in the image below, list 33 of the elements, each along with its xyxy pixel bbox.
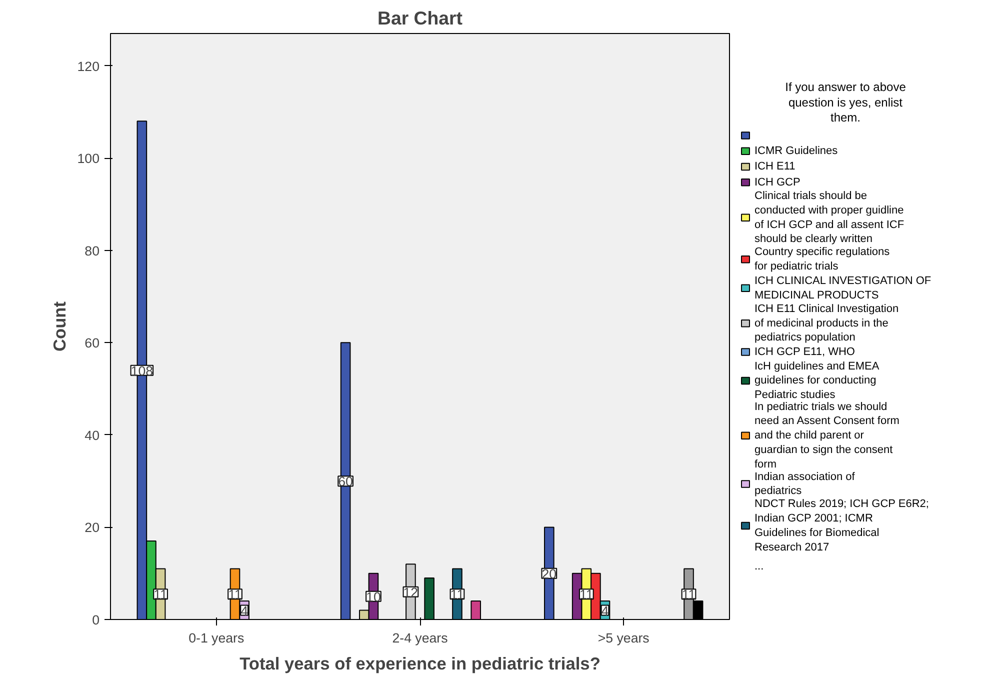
- chart-title: Bar Chart: [377, 8, 463, 28]
- y-tick-label: 80: [84, 243, 100, 258]
- legend-label: ICH GCP: [754, 176, 800, 188]
- data-label: 12: [403, 584, 418, 600]
- data-label: 10: [366, 589, 381, 604]
- legend-label: ICH CLINICAL INVESTIGATION OF MEDICINAL PRODUCTS: [754, 274, 932, 302]
- y-tick-label: 0: [92, 612, 100, 628]
- bar: [424, 577, 434, 620]
- legend-label: Indian association of pediatrics: [754, 470, 856, 498]
- legend-label: ICH E11 Clinical Investigation of medicinal products in the pediatrics population: [754, 302, 899, 344]
- text: ...: [754, 560, 764, 573]
- legend-label: Country specific regulations for pediatric trials: [754, 246, 890, 273]
- bar: [470, 600, 481, 620]
- bar: [340, 342, 351, 620]
- legend-label: IcH guidelines and EMEA guidelines for conducting Pediatric studies: [754, 360, 880, 402]
- y-tick-label: 20: [84, 520, 100, 536]
- legend-label: ICH GCP E11, WHO: [754, 346, 856, 358]
- y-axis-title: Count: [49, 301, 70, 352]
- y-tick-label: 40: [84, 428, 100, 443]
- legend-title: If you answer to above question is yes, enlist them.: [785, 80, 906, 125]
- y-tick-label: 60: [84, 336, 100, 351]
- legend-label: In pediatric trials we should need an Assent Consent form and the child parent or guardian to sign the consent form: [754, 400, 900, 470]
- legend-label: ICH E11: [754, 160, 796, 173]
- x-tick-label: 0-1 years: [188, 630, 244, 646]
- legend-label: ICMR Guidelines: [754, 145, 838, 158]
- data-label: 108: [130, 363, 154, 378]
- x-tick-label: 2-4 years: [392, 630, 448, 646]
- y-tick-label: 120: [77, 58, 100, 74]
- x-axis-title: Total years of experience in pediatric trials?: [240, 654, 600, 674]
- x-tick-label: >5 years: [598, 630, 650, 646]
- y-tick-label: 100: [77, 151, 100, 166]
- legend-label: NDCT Rules 2019; ICH GCP E6R2; Indian GCP 2001; ICMR Guidelines for Biomedical Research 2017: [754, 498, 929, 554]
- legend-label: Clinical trials should be conducted with proper guidline of ICH GCP and all assent ICF should be clearly written: [754, 190, 904, 246]
